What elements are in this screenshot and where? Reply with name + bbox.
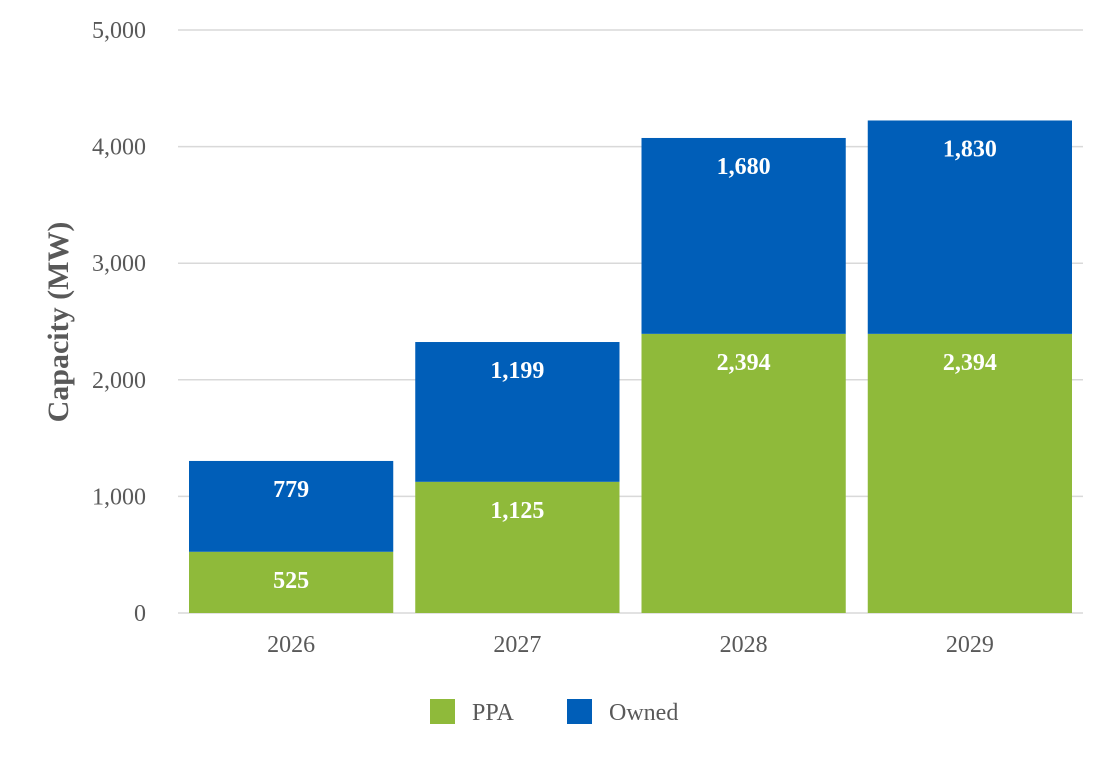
y-tick-label: 1,000 [92, 484, 146, 510]
legend-swatch-owned [567, 699, 592, 724]
legend: PPA Owned [430, 699, 678, 726]
bar-owned-2029 [867, 120, 1072, 334]
bar-owned-2027 [415, 342, 620, 482]
y-axis-title: Capacity (MW) [42, 222, 75, 423]
y-tick-label: 4,000 [92, 135, 146, 161]
bar-owned-2026 [189, 460, 394, 552]
legend-swatch-ppa [430, 699, 455, 724]
data-labels: 525 779 1,125 1,199 2,394 1,680 2,394 1,830 [273, 136, 997, 593]
data-label-ppa-2026: 525 [273, 568, 309, 594]
bar-ppa-2028 [641, 333, 846, 613]
bars [189, 120, 1072, 613]
bar-ppa-2029 [867, 333, 1072, 613]
data-label-ppa-2027: 1,125 [490, 498, 544, 524]
data-label-owned-2026: 779 [273, 477, 309, 503]
data-label-owned-2027: 1,199 [490, 358, 544, 384]
legend-label-ppa: PPA [472, 700, 514, 726]
y-axis-ticks: 0 1,000 2,000 3,000 4,000 5,000 [92, 18, 146, 627]
x-axis-ticks: 2026 2027 2028 2029 [267, 632, 994, 658]
y-tick-label: 3,000 [92, 251, 146, 277]
bar-ppa-2027 [415, 481, 620, 613]
data-label-ppa-2028: 2,394 [717, 350, 771, 376]
data-label-owned-2029: 1,830 [943, 136, 997, 162]
x-tick-label: 2027 [493, 632, 541, 658]
legend-label-owned: Owned [609, 700, 678, 726]
y-tick-label: 5,000 [92, 18, 146, 44]
x-tick-label: 2029 [946, 632, 994, 658]
bar-owned-2028 [641, 137, 846, 334]
y-tick-label: 2,000 [92, 368, 146, 394]
bar-ppa-2026 [189, 551, 394, 613]
data-label-owned-2028: 1,680 [717, 154, 771, 180]
x-tick-label: 2026 [267, 632, 315, 658]
x-tick-label: 2028 [720, 632, 768, 658]
y-tick-label: 0 [134, 601, 146, 627]
data-label-ppa-2029: 2,394 [943, 350, 997, 376]
